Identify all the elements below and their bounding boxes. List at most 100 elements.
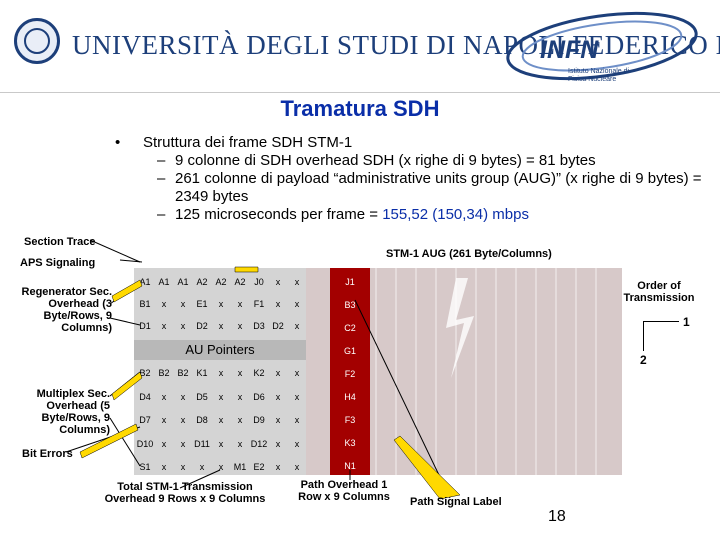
order-1: 1 [683, 315, 690, 329]
msoh-cell: D6 [253, 391, 265, 402]
msoh-cell: x [294, 415, 300, 425]
msoh-cell: x [237, 438, 243, 449]
msoh-cell: x [294, 368, 300, 378]
path-signal-label: Path Signal Label [410, 496, 502, 508]
bit-errors-label: Bit Errors [22, 448, 73, 460]
rsoh-cell: A1 [177, 277, 189, 287]
infn-logo-text: INFN [540, 36, 599, 64]
rsoh-cell: x [180, 321, 186, 331]
msoh-cell: x [275, 391, 281, 402]
msoh-cell: x [275, 438, 281, 449]
rsoh-cell: x [161, 321, 167, 331]
poh-cell: G1 [343, 346, 356, 356]
poh-cell: J1 [345, 277, 355, 287]
slide-title: Tramatura SDH [280, 96, 440, 121]
msoh-cell: x [218, 391, 224, 402]
university-seal-icon [14, 18, 60, 64]
msoh-cell: D4 [139, 391, 151, 402]
msoh-cell: D12 [250, 438, 268, 449]
rsoh-cell: x [294, 321, 300, 331]
rsoh-cell: x [275, 299, 281, 309]
msoh-cell: B2 [158, 368, 170, 378]
aps-signaling-label: APS Signaling [20, 257, 96, 269]
msoh-cell: S1 [139, 462, 151, 472]
rsoh-cell: A2 [196, 277, 208, 287]
rsoh-cell: A2 [215, 277, 227, 287]
rsoh-cell: D2 [272, 321, 284, 331]
msoh-cell: x [218, 415, 224, 425]
page-number: 18 [548, 508, 566, 525]
section-trace-label: Section Trace [24, 236, 96, 248]
poh-cell: H4 [344, 392, 356, 402]
bullet-sub-2: – 261 colonne di payload “administrative… [157, 170, 702, 205]
msoh-cell: x [180, 438, 186, 449]
payload-columns [375, 268, 597, 475]
rsoh-cell: x [237, 299, 243, 309]
msoh-cell: D5 [196, 391, 208, 402]
poh-cell: F2 [344, 369, 356, 379]
path-overhead-label: Path Overhead 1 Row x 9 Columns [298, 479, 390, 503]
msoh-cell: x [275, 415, 281, 425]
regenerator-label: Regenerator Sec. Overhead (3 Byte/Rows, … [21, 286, 112, 334]
msoh-cell: x [275, 368, 281, 378]
msoh-cell: x [218, 438, 224, 449]
university-name: UNIVERSITÀ DEGLI STUDI DI NAPOLI FEDERIC… [72, 30, 720, 60]
bullet-sub-1: – 9 colonne di SDH overhead SDH (x righe… [157, 152, 596, 169]
order-arrow-h [643, 321, 679, 322]
total-overhead-label: Total STM-1 Transmission Overhead 9 Rows… [104, 481, 266, 505]
msoh-cell: D10 [136, 438, 154, 449]
msoh-cell: x [161, 415, 167, 425]
rsoh-cell: x [275, 277, 281, 287]
poh-cell: K3 [344, 438, 356, 448]
msoh-cell: x [161, 391, 167, 402]
rsoh-cell: J0 [254, 277, 264, 287]
msoh-cell: x [218, 462, 224, 472]
infn-logo-icon [506, 11, 698, 81]
msoh-cell: x [161, 462, 167, 472]
rsoh-cell: D2 [196, 321, 208, 331]
msoh-cell: K1 [196, 368, 208, 378]
rsoh-cell: x [218, 299, 224, 309]
bullet-main: • Struttura dei frame SDH STM-1 [115, 134, 353, 151]
poh-cell: F3 [344, 415, 356, 425]
msoh-cell: x [161, 438, 167, 449]
order-label: Order of Transmission [623, 280, 695, 304]
msoh-cell: B2 [139, 368, 151, 378]
bullet-list: • Struttura dei frame SDH STM-1 – 9 colo… [115, 134, 715, 224]
msoh-cell: x [294, 391, 300, 402]
rsoh-cell: x [237, 321, 243, 331]
rsoh-cell: D3 [253, 321, 265, 331]
poh-cell: N1 [344, 461, 356, 471]
msoh-cell: x [218, 368, 224, 378]
msoh-cell: B2 [177, 368, 189, 378]
rsoh-cell: A1 [158, 277, 170, 287]
rsoh-cell: x [161, 299, 167, 309]
rsoh-cell: D1 [139, 321, 151, 331]
rsoh-cell: x [218, 321, 224, 331]
msoh-cell: x [294, 462, 300, 472]
msoh-cell: D7 [139, 415, 151, 425]
order-2: 2 [640, 353, 647, 367]
msoh-cell: x [180, 415, 186, 425]
poh-cell: B3 [344, 300, 356, 310]
msoh-cell: x [275, 462, 281, 472]
msoh-cell: E2 [253, 462, 265, 472]
msoh-cell: M1 [233, 462, 247, 472]
msoh-cell: D8 [196, 415, 208, 425]
overhead-area [134, 268, 306, 475]
au-pointers-band: AU Pointers [134, 340, 306, 360]
rsoh-cell: A2 [234, 277, 246, 287]
msoh-cell: x [237, 391, 243, 402]
rsoh-cell: B1 [139, 299, 151, 309]
bullet-icon: • [115, 134, 121, 151]
msoh-cell: D9 [253, 415, 265, 425]
msoh-cell: x [237, 415, 243, 425]
rsoh-cell: x [294, 299, 300, 309]
msoh-cell: x [180, 391, 186, 402]
multiplex-label: Multiplex Sec. Overhead (5 Byte/Rows, 9 … [36, 388, 110, 436]
infn-subtitle: Istituto Nazionale di Fisica Nucleare [568, 68, 630, 83]
rsoh-cell: E1 [196, 299, 208, 309]
msoh-cell: x [180, 462, 186, 472]
msoh-cell: x [237, 368, 243, 378]
